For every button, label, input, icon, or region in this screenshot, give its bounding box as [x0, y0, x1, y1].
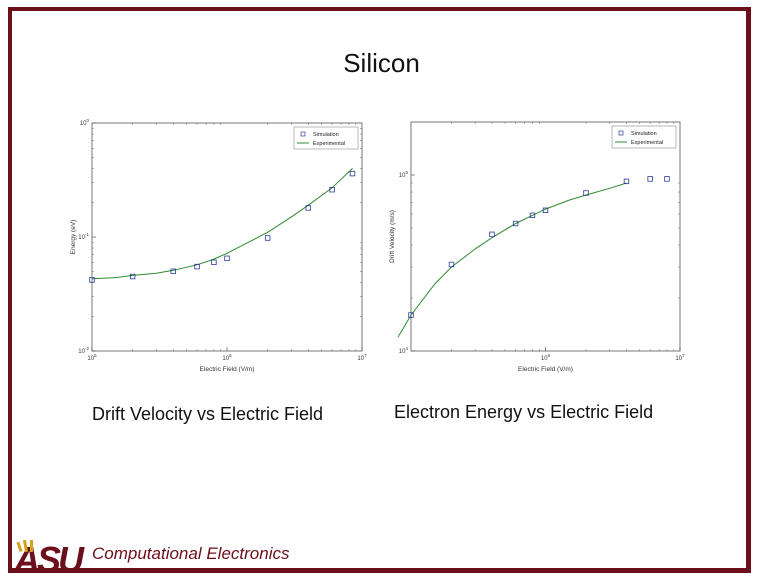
caption-left: Drift Velocity vs Electric Field	[92, 404, 324, 424]
legend-marker-simulation	[618, 130, 624, 136]
data-point-simulation	[264, 235, 271, 241]
x-tick-label: 107	[675, 353, 685, 362]
legend-label: Simulation	[313, 132, 339, 138]
data-point-simulation	[489, 231, 495, 238]
series-line-experimental	[91, 168, 353, 280]
data-point-simulation	[448, 261, 455, 268]
legend-label: Simulation	[631, 131, 657, 137]
data-point-simulation	[129, 273, 136, 280]
x-axis-label: Electric Field (V/m)	[200, 366, 255, 373]
data-point-simulation	[512, 220, 519, 227]
velocity-chart-svg: 106 107 104 105 Electric Field (V/m) Drift Ve…	[389, 121, 685, 373]
data-point-simulation	[329, 186, 335, 193]
y-tick-label: 105	[399, 170, 409, 179]
legend-box	[293, 126, 359, 150]
slide-title: Silicon	[343, 48, 420, 78]
legend-marker-simulation	[300, 131, 306, 137]
energy-chart-svg: 105 106 107 10-2 10-1 100 Electric Field (V/m)…	[70, 118, 367, 373]
y-tick-label: 104	[399, 346, 409, 355]
data-point-simulation	[623, 178, 630, 185]
x-axis-label: Electric Field (V/m)	[518, 366, 573, 373]
slide-frame	[8, 7, 751, 573]
plot-area	[410, 121, 681, 352]
x-tick-label: 106	[222, 353, 232, 362]
data-point-simulation	[89, 277, 95, 283]
data-point-simulation	[305, 205, 311, 211]
y-axis-label: Drift Velocity (m/s)	[389, 210, 396, 263]
data-point-simulation	[349, 170, 356, 177]
energy-chart: 105 106 107 10-2 10-1 100 Electric Field (V/m)…	[64, 117, 374, 382]
data-point-simulation	[583, 190, 589, 196]
data-point-simulation	[664, 176, 670, 182]
x-tick-label: 107	[357, 353, 367, 362]
data-point-simulation	[408, 312, 414, 318]
legend-box	[611, 125, 677, 149]
velocity-chart: 106 107 104 105 Electric Field (V/m) Drift Ve…	[385, 117, 697, 377]
legend-label: Experimental	[313, 141, 345, 147]
data-point-simulation	[647, 176, 653, 182]
plot-area	[91, 122, 363, 352]
legend-label: Experimental	[631, 140, 663, 146]
y-tick-label: 10-1	[78, 232, 89, 241]
data-point-simulation	[194, 263, 200, 270]
data-point-simulation	[224, 255, 230, 262]
data-point-simulation	[529, 212, 536, 219]
x-tick-label: 106	[541, 353, 551, 362]
asu-logo: ASU	[13, 539, 86, 576]
x-tick-label: 105	[87, 353, 97, 362]
data-point-simulation	[170, 268, 176, 275]
data-point-simulation	[211, 259, 217, 265]
footer-text: Computational Electronics	[92, 544, 290, 563]
caption-right: Electron Energy vs Electric Field	[394, 402, 654, 422]
y-tick-label: 10-2	[78, 346, 89, 355]
data-point-simulation	[542, 207, 549, 214]
y-axis-label: Energy (eV)	[70, 220, 77, 255]
y-tick-label: 100	[80, 118, 90, 127]
